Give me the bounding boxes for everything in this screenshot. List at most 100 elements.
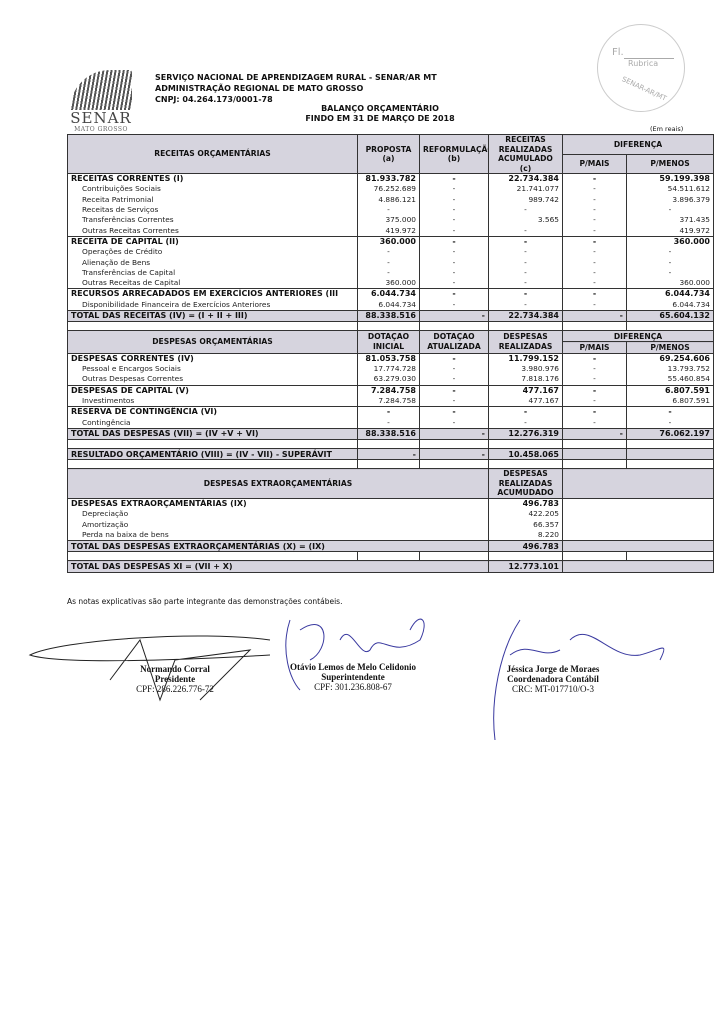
cell-value (626, 448, 714, 461)
despesas-row: Contingência - - - - - (67, 417, 714, 429)
row-label: Perda na baixa de bens (67, 529, 489, 541)
column-header-p-mais: P/MAIS (562, 153, 627, 174)
cell-value: - (357, 417, 420, 429)
cell-value: - (419, 427, 489, 441)
row-label: DESPESAS CORRENTES (IV) (67, 352, 358, 365)
empty-cell (488, 459, 563, 469)
cell-value: 360.000 (357, 277, 420, 289)
cell-value: - (562, 427, 627, 441)
empty-cell (67, 459, 358, 469)
empty-cell (626, 321, 714, 331)
cell-value (562, 448, 627, 461)
cell-value: 3.980.976 (488, 364, 563, 375)
cell-value: 54.511.612 (626, 184, 714, 195)
cell-value: 21.741.077 (488, 184, 563, 195)
cell-value: - (562, 417, 627, 429)
column-header-p-mais: P/MAIS (562, 341, 627, 354)
cell-value: - (562, 374, 627, 386)
cell-value: - (562, 406, 627, 418)
row-label: TOTAL DAS DESPESAS (VII) = (IV +V + VI) (67, 427, 358, 441)
despesas-header-row: DESPESAS ORÇAMENTÁRIAS DOTAÇAO INICIAL DOTA… (67, 330, 714, 354)
row-label: RECURSOS ARRECADADOS EM EXERCÍCIOS ANTER… (67, 288, 358, 300)
despesas-row: DESPESAS CORRENTES (IV) 81.053.758-11.799… (67, 352, 714, 365)
cell-value: 66.357 (488, 519, 563, 530)
receitas-row: Outras Receitas Correntes 419.972- - -419.9… (67, 225, 714, 237)
column-header-c2: DOTAÇAO ATUALIZADA (419, 330, 489, 354)
signer-doc: CPF: 301.236.808-67 (314, 682, 392, 692)
column-header-p-menos: P/MENOS (626, 153, 714, 174)
row-label: DESPESAS DE CAPITAL (V) (67, 384, 358, 396)
senar-logo: SENAR MATO GROSSO (66, 70, 136, 133)
cell-value: 59.199.398 (626, 173, 714, 185)
cell-value: - (562, 288, 627, 300)
row-label: Disponibilidade Financeira de Exercícios… (67, 299, 358, 311)
subtitle: FINDO EM 31 DE MARÇO DE 2018 (305, 114, 455, 123)
row-label: Operações de Crédito (67, 247, 358, 258)
cell-value: - (488, 235, 563, 248)
org-line-1: SERVIÇO NACIONAL DE APRENDIZAGEM RURAL -… (155, 73, 437, 82)
cell-value: 12.276.319 (488, 427, 563, 441)
receitas-header-row: RECEITAS ORÇAMENTÁRIAS PROPOSTA (a) REFORMU… (67, 134, 714, 174)
empty-cell (562, 459, 627, 469)
extra-row: Perda na baixa de bens 8.220 (67, 529, 714, 541)
cell-value: - (562, 267, 627, 278)
cell-value: - (488, 257, 563, 268)
cell-value: 422.205 (488, 509, 563, 520)
signature-superintendent: Otávio Lemos de Melo Celidonio Superinte… (268, 662, 438, 692)
cell-value: - (626, 406, 714, 418)
empty-cell (67, 551, 358, 561)
column-header-diferenca: DIFERENÇA (562, 330, 714, 343)
row-label: Receitas de Serviços (67, 204, 358, 216)
cell-value: 22.734.384 (488, 173, 563, 185)
cell-value: - (562, 395, 627, 407)
row-label: TOTAL DAS DESPESAS XI = (VII + X) (67, 560, 489, 573)
header-line: DOTAÇAO (367, 332, 410, 342)
extra-row: TOTAL DAS DESPESAS EXTRAORÇAMENTÁRIAS (X… (67, 540, 714, 553)
cell-value: - (357, 257, 420, 268)
despesas-row: Pessoal e Encargos Sociais 17.774.728-3.9… (67, 364, 714, 375)
org-line-2: ADMINISTRAÇÃO REGIONAL DE MATO GROSSO (155, 84, 364, 93)
receitas-row: RECURSOS ARRECADADOS EM EXERCÍCIOS ANTER… (67, 288, 714, 300)
receitas-row: Operações de Crédito - - - - - (67, 247, 714, 258)
title: BALANÇO ORÇAMENTÁRIO (321, 104, 439, 113)
stamp-line (624, 58, 674, 59)
cell-value: - (419, 194, 489, 205)
cell-value: 371.435 (626, 215, 714, 226)
cell-value: 3.896.379 (626, 194, 714, 205)
empty-cell (488, 551, 563, 561)
cell-value: 22.734.384 (488, 309, 563, 323)
cell-value: - (562, 299, 627, 311)
extra-row: Amortização 66.357 (67, 519, 714, 530)
empty-cell (562, 519, 714, 530)
cell-value: - (357, 204, 420, 216)
cell-value: - (488, 247, 563, 258)
stamp-org: SENAR-AR/MT (620, 75, 668, 103)
header-line: ACUMUDADO (497, 488, 554, 498)
header-line: (a) (382, 154, 395, 163)
row-label: TOTAL DAS RECEITAS (IV) = (I + II + III) (67, 309, 358, 323)
empty-cell (562, 529, 714, 541)
cell-value: - (562, 225, 627, 237)
cell-value: - (357, 448, 420, 461)
cell-value: 69.254.606 (626, 352, 714, 365)
row-label: Depreciação (67, 509, 489, 520)
row-label: Alienação de Bens (67, 257, 358, 268)
signer-name: Jéssica Jorge de Moraes (506, 664, 600, 674)
cell-value: - (419, 288, 489, 300)
empty-cell (562, 551, 627, 561)
despesas-header-row-2: P/MAIS P/MENOS (68, 341, 714, 354)
cell-value: 81.933.782 (357, 173, 420, 185)
cell-value: 4.886.121 (357, 194, 420, 205)
empty-cell (357, 439, 420, 449)
cell-value: - (488, 299, 563, 311)
unit-label: (Em reais) (650, 125, 684, 133)
total-final-row: TOTAL DAS DESPESAS XI = (VII + X) 12.773.… (67, 560, 714, 573)
despesas-row: RESERVA DE CONTINGÊNCIA (VI) - - - - - (67, 406, 714, 418)
row-label: DESPESAS EXTRAORÇAMENTÁRIAS (IX) (67, 497, 489, 510)
resultado-row: RESULTADO ORÇAMENTÁRIO (VIII) = (IV - VI… (67, 448, 714, 461)
cell-value: 375.000 (357, 215, 420, 226)
column-header-c1: DOTAÇAO INICIAL (357, 330, 420, 354)
header-line: (c) (519, 163, 532, 173)
cell-value: 6.044.734 (626, 288, 714, 300)
row-label: RESULTADO ORÇAMENTÁRIO (VIII) = (IV - VI… (67, 448, 358, 461)
